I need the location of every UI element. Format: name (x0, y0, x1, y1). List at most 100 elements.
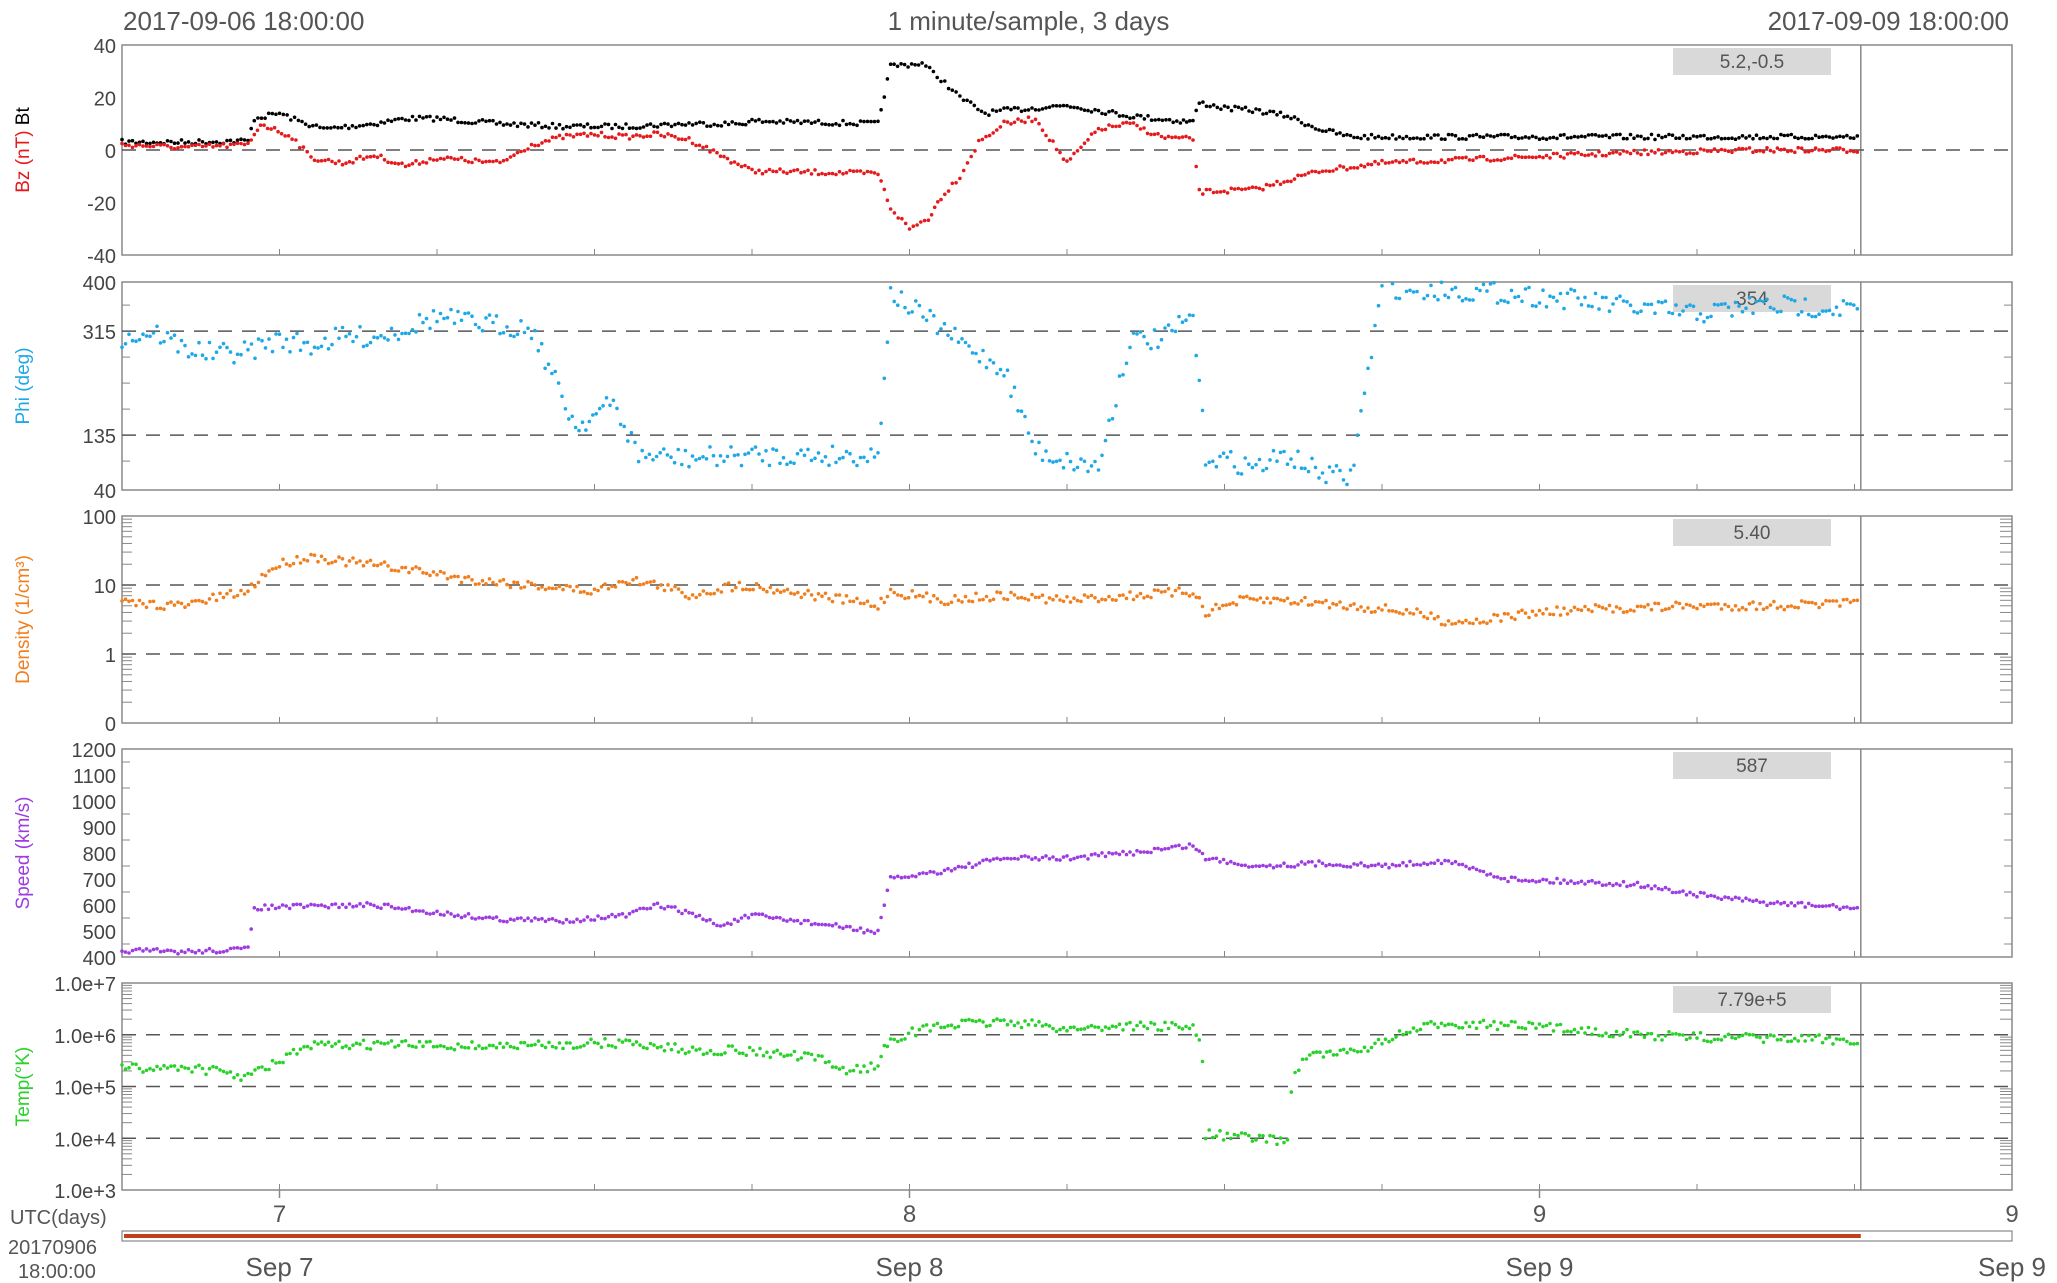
density-density-point (1635, 604, 1640, 609)
phi-phi-point (932, 313, 936, 318)
mag-bz-point (1093, 130, 1097, 135)
mag-bz-point (1841, 147, 1846, 152)
speed-speed-point (816, 922, 821, 927)
mag-bt-point (543, 124, 548, 129)
speed-speed-point (624, 915, 628, 919)
mag-bt-point (505, 122, 509, 126)
mag-bt-point (120, 137, 124, 142)
density-density-point (305, 559, 310, 563)
mag-bz-point (1033, 117, 1038, 122)
mag-bt-point (473, 121, 478, 125)
speed-speed-point (820, 922, 824, 927)
phi-phi-point (1324, 480, 1328, 485)
density-density-point (1495, 613, 1500, 618)
mag-bt-point (1005, 106, 1010, 110)
speed-speed-point (767, 915, 772, 920)
phi-phi-point (560, 394, 564, 399)
temp-temp-point (431, 1044, 436, 1049)
speed-speed-point (1348, 865, 1353, 869)
density-density-point (1156, 588, 1160, 593)
mag-bt-point (1597, 134, 1601, 138)
temp-temp-point (1737, 1034, 1741, 1039)
speed-y-tick-label: 600 (83, 896, 116, 918)
mag-bz-point (862, 171, 866, 176)
mag-bz-point (1355, 166, 1360, 170)
phi-phi-point (683, 448, 688, 453)
phi-phi-point (414, 330, 418, 334)
temp-temp-point (1775, 1038, 1780, 1042)
density-density-point (1758, 601, 1762, 606)
mag-bz-point (1705, 149, 1710, 153)
mag-bz-point (297, 146, 302, 150)
mag-bt-point (252, 118, 257, 123)
mag-bt-point (1164, 118, 1168, 122)
speed-speed-point (396, 906, 401, 910)
mag-bt-point (300, 119, 304, 124)
density-density-point (1411, 612, 1416, 616)
speed-speed-point (1827, 903, 1832, 908)
mag-bt-point (512, 121, 516, 125)
temp-temp-point (1439, 1021, 1444, 1026)
density-density-point (1768, 603, 1773, 607)
density-density-point (375, 563, 380, 568)
speed-speed-point (1012, 856, 1017, 861)
phi-phi-point (855, 463, 859, 468)
mag-bz-point (1772, 150, 1776, 154)
temp-temp-point (330, 1044, 334, 1049)
density-density-point (564, 583, 569, 588)
mag-bz-point (1806, 149, 1811, 154)
speed-speed-point (1214, 856, 1219, 861)
density-density-point (239, 588, 243, 593)
speed-speed-point (1054, 857, 1059, 862)
phi-phi-point (1782, 294, 1787, 299)
phi-phi-point (876, 451, 880, 455)
mag-bt-point (869, 119, 873, 124)
density-density-point (1593, 603, 1598, 607)
mag-bz-point (1135, 123, 1139, 128)
temp-temp-point (505, 1041, 509, 1046)
temp-temp-point (533, 1042, 537, 1047)
speed-speed-point (620, 912, 625, 916)
mag-bt-point (799, 121, 803, 126)
phi-phi-point (1131, 331, 1136, 335)
mag-bz-point (659, 133, 663, 138)
density-density-point (896, 593, 900, 597)
phi-phi-point (1348, 468, 1353, 472)
density-density-point (1265, 596, 1269, 600)
temp-temp-point (620, 1040, 625, 1044)
phi-phi-point (200, 353, 205, 358)
mag-bt-point (1716, 135, 1720, 139)
temp-temp-point (1114, 1025, 1118, 1029)
mag-bt-point (858, 119, 863, 123)
mag-bt-point (1009, 107, 1013, 112)
density-density-point (1058, 598, 1062, 602)
mag-bt-point (1268, 109, 1272, 114)
speed-speed-point (858, 926, 863, 930)
mag-bz-point (1569, 151, 1573, 155)
mag-bz-point (991, 131, 995, 135)
mag-bz-point (1100, 128, 1104, 132)
temp-temp-point (1376, 1037, 1381, 1042)
density-density-point (641, 582, 646, 586)
mag-bt-point (169, 139, 173, 144)
phi-phi-point (611, 398, 616, 403)
phi-phi-point (981, 348, 985, 353)
temp-temp-point (1723, 1034, 1727, 1039)
speed-speed-point (589, 918, 593, 922)
mag-bt-point (1171, 120, 1175, 125)
mag-bt-point (827, 123, 831, 127)
mag-bt-point (802, 119, 807, 123)
phi-phi-point (1786, 296, 1790, 300)
phi-phi-point (1292, 465, 1297, 470)
phi-phi-point (130, 338, 135, 343)
phi-phi-point (820, 459, 824, 464)
mag-bt-point (1614, 132, 1619, 137)
temp-temp-point (337, 1039, 341, 1044)
mag-bz-point (1271, 183, 1276, 187)
phi-phi-point (1110, 416, 1115, 421)
mag-bt-point (1061, 103, 1066, 108)
density-density-point (1600, 605, 1605, 610)
phi-phi-point (1009, 394, 1013, 399)
speed-speed-point (666, 904, 670, 909)
phi-phi-point (162, 339, 166, 344)
